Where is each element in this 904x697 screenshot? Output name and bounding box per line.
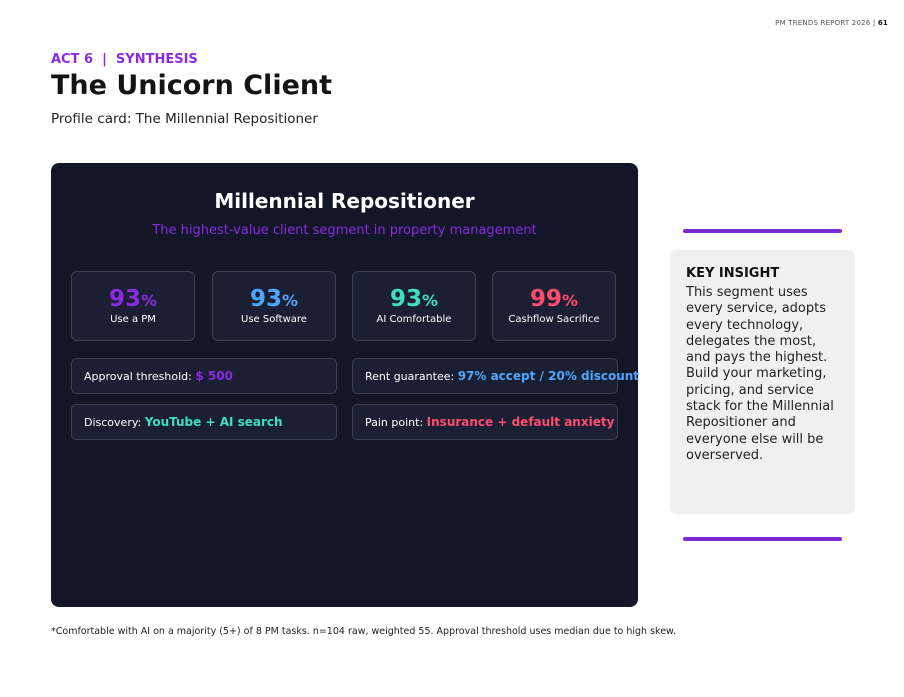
report-name: PM TRENDS REPORT 2026 <box>775 19 871 27</box>
stat-box: 99% Cashflow Sacrifice <box>492 271 616 341</box>
detail-box: Rent guarantee: 97% accept / 20% discoun… <box>352 358 639 394</box>
subtitle: Profile card: The Millennial Repositione… <box>51 111 318 127</box>
insight-title: KEY INSIGHT <box>686 266 780 281</box>
detail-box: Pain point: Insurance + default anxiety <box>352 404 618 440</box>
eyebrow: ACT 6 | SYNTHESIS <box>51 52 198 67</box>
separator: | <box>872 19 876 27</box>
stat-unit: % <box>281 291 299 310</box>
report-header: PM TRENDS REPORT 2026 | 61 <box>775 19 888 27</box>
profile-card: Millennial Repositioner The highest-valu… <box>51 163 639 607</box>
stat-label: Use Software <box>241 314 307 325</box>
section: SYNTHESIS <box>115 52 198 67</box>
stat-number: 93 <box>389 286 422 312</box>
detail-box: Discovery: YouTube + AI search <box>71 404 337 440</box>
stat-number: 93 <box>249 286 282 312</box>
stat-label: Cashflow Sacrifice <box>508 314 600 325</box>
detail-value: YouTube + AI search <box>144 415 283 429</box>
stat-box: 93% Use Software <box>212 271 336 341</box>
stat-value: 93% <box>72 286 194 312</box>
stat-value: 93% <box>213 286 335 312</box>
stat-value: 93% <box>353 286 475 312</box>
stat-box: 93% Use a PM <box>71 271 195 341</box>
stat-label: Use a PM <box>110 314 156 325</box>
accent-bar <box>683 229 842 233</box>
stat-unit: % <box>421 291 439 310</box>
stat-unit: % <box>561 291 579 310</box>
detail-box: Approval threshold: $ 500 <box>71 358 337 394</box>
detail-value: Insurance + default anxiety <box>426 415 615 429</box>
detail-label: Rent guarantee: <box>365 370 455 383</box>
stat-box: 93% AI Comfortable <box>352 271 476 341</box>
insight-box: KEY INSIGHT This segment uses every serv… <box>670 250 855 514</box>
stat-unit: % <box>140 291 158 310</box>
act: ACT 6 <box>51 52 94 67</box>
detail-label: Approval threshold: <box>84 370 192 383</box>
detail-value: $ 500 <box>195 369 233 383</box>
card-title: Millennial Repositioner <box>214 189 475 213</box>
stat-number: 99 <box>529 286 562 312</box>
stat-label: AI Comfortable <box>376 314 452 325</box>
detail-label: Discovery: <box>84 416 142 429</box>
insight-body: This segment uses every service, adopts … <box>686 285 834 463</box>
stat-number: 93 <box>108 286 141 312</box>
detail-value: 97% accept / 20% discount <box>457 369 640 383</box>
accent-bar <box>683 537 842 541</box>
separator: | <box>102 52 107 67</box>
detail-label: Pain point: <box>365 416 424 429</box>
card-tagline: The highest-value client segment in prop… <box>152 223 537 238</box>
page-number: 61 <box>877 19 888 27</box>
stat-value: 99% <box>493 286 615 312</box>
footnote: *Comfortable with AI on a majority (5+) … <box>51 626 676 637</box>
page-title: The Unicorn Client <box>51 70 333 101</box>
